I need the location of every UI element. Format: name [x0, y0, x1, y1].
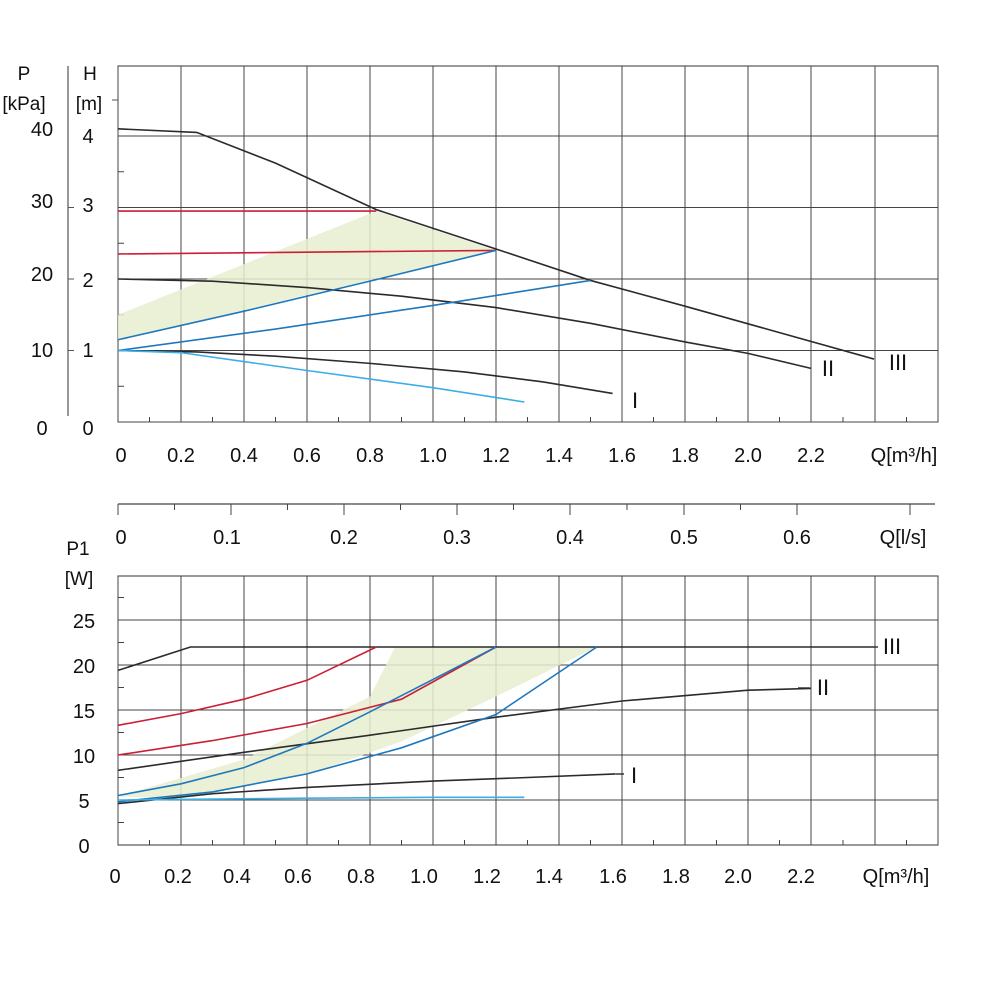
top-x-tick-label: 1.0 [419, 445, 447, 467]
top-series-line [117, 249, 497, 255]
bottom-x-tick-label: 0.4 [223, 866, 251, 888]
top-x-tick-label: 0.6 [293, 445, 321, 467]
m-tick-label: 0 [82, 418, 93, 440]
kpa-tick-label: 20 [31, 264, 53, 286]
bottom-series-line [117, 646, 874, 672]
bottom-series-line [117, 646, 497, 797]
bottom-x-tick-label: 1.2 [473, 866, 501, 888]
bottom-series-line [117, 796, 525, 801]
ls-tick-label: 0.5 [670, 527, 698, 549]
top-x-tick-label: 0.4 [230, 445, 258, 467]
w-tick-label: 10 [73, 746, 95, 768]
top-x-tick-label: 1.4 [545, 445, 573, 467]
w-tick-label: 25 [73, 611, 95, 633]
kpa-tick-label: 10 [31, 340, 53, 362]
top-series-line [117, 349, 525, 403]
bottom-x-tick-label: 2.2 [787, 866, 815, 888]
top-chart [67, 65, 939, 423]
bottom-x-tick-label: 1.0 [410, 866, 438, 888]
top-curve-label-II: II [822, 356, 834, 381]
ls-tick-label: 0.1 [213, 527, 241, 549]
top-x-axis-label: Q[m³/h] [871, 445, 938, 467]
w-tick-label: 15 [73, 701, 95, 723]
bottom-curve-label-I: I [631, 763, 637, 788]
bottom-series-line [117, 646, 377, 727]
top-series-line [117, 278, 812, 370]
top-series-line [117, 128, 875, 360]
top-curve-label-I: I [632, 388, 638, 413]
m-tick-label: 4 [82, 126, 93, 148]
ls-tick-label: 0.4 [556, 527, 584, 549]
ls-axis-label: Q[l/s] [880, 527, 927, 549]
bottom-series-line [117, 646, 598, 803]
bottom-curve-label-II: II [817, 675, 829, 700]
bottom-x-tick-label: 0.2 [164, 866, 192, 888]
bottom-ylabel-w: [W] [65, 569, 94, 590]
bottom-series-line [117, 687, 812, 772]
top-x-tick-label: 1.8 [671, 445, 699, 467]
bottom-chart [117, 575, 939, 846]
top-x-tick-label: 2.2 [797, 445, 825, 467]
top-x-tick-label: 0.2 [167, 445, 195, 467]
top-x-tick-label: 0.8 [356, 445, 384, 467]
top-x-tick-label: 1.2 [482, 445, 510, 467]
bottom-x-tick-label: 2.0 [724, 866, 752, 888]
bottom-ylabel-p1: P1 [66, 539, 89, 560]
bottom-x-tick-label: 1.6 [599, 866, 627, 888]
kpa-tick-label: 40 [31, 119, 53, 141]
bottom-x-tick-label: 1.8 [662, 866, 690, 888]
top-x-tick-label: 2.0 [734, 445, 762, 467]
bottom-x-tick-label: 0 [109, 866, 120, 888]
top-ylabel-kpa: [kPa] [2, 94, 45, 115]
bottom-series-line [117, 646, 497, 756]
bottom-x-tick-label: 0.8 [347, 866, 375, 888]
ls-tick-label: 0.3 [443, 527, 471, 549]
flow-ls-axis [117, 503, 935, 515]
bottom-x-tick-label: 1.4 [535, 866, 563, 888]
ls-tick-label: 0 [115, 527, 126, 549]
m-tick-label: 1 [82, 340, 93, 362]
top-ylabel-h: H [83, 64, 97, 85]
bottom-operating-region [118, 647, 597, 799]
kpa-tick-label: 30 [31, 191, 53, 213]
bottom-curve-label-III: III [883, 634, 901, 659]
w-tick-label: 5 [78, 791, 89, 813]
ls-tick-label: 0.2 [330, 527, 358, 549]
top-series-line [117, 249, 497, 341]
bottom-x-axis-label: Q[m³/h] [863, 866, 930, 888]
top-curve-label-III: III [889, 350, 907, 375]
w-tick-label: 0 [78, 836, 89, 858]
m-tick-label: 2 [82, 270, 93, 292]
top-x-tick-label: 0 [115, 445, 126, 467]
top-plot-frame [117, 65, 939, 423]
m-tick-label: 3 [82, 195, 93, 217]
top-ylabel-p: P [18, 64, 31, 85]
bottom-series-line [117, 773, 616, 805]
top-series-line [117, 349, 613, 395]
top-x-tick-label: 1.6 [608, 445, 636, 467]
top-ylabel-m: [m] [76, 94, 102, 115]
ls-tick-label: 0.6 [783, 527, 811, 549]
w-tick-label: 20 [73, 656, 95, 678]
bottom-x-tick-label: 0.6 [284, 866, 312, 888]
top-operating-region [118, 211, 591, 347]
kpa-tick-label: 0 [36, 418, 47, 440]
top-series-line [117, 279, 591, 352]
